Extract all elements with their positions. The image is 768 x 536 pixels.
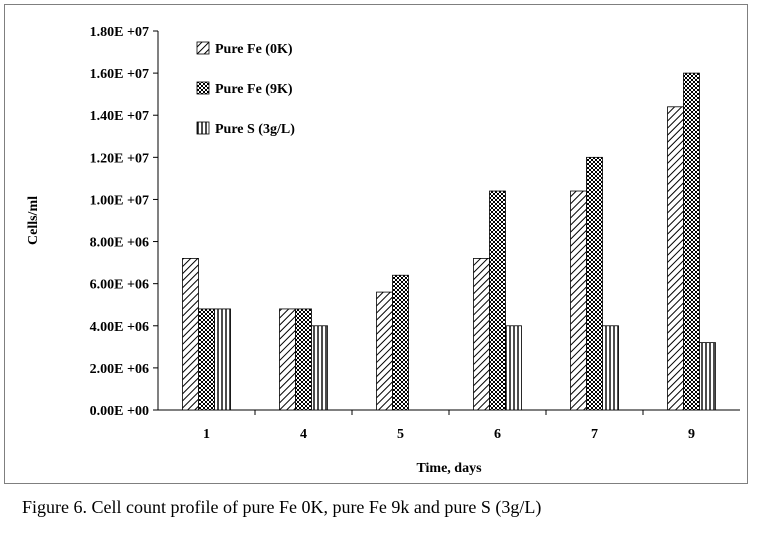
bar-checker-6 bbox=[489, 190, 506, 411]
bar-checker-5 bbox=[392, 274, 409, 411]
legend-label: Pure Fe (0K) bbox=[215, 42, 293, 57]
y-tick-label: 1.00E +07 bbox=[90, 193, 149, 208]
y-tick-label: 4.00E +06 bbox=[90, 320, 149, 335]
x-tick-label: 5 bbox=[397, 427, 404, 442]
x-axis-title: Time, days bbox=[416, 461, 482, 476]
figure-caption: Figure 6. Cell count profile of pure Fe … bbox=[22, 497, 542, 517]
y-tick-label: 0.00E +00 bbox=[90, 404, 149, 419]
y-tick-label: 1.20E +07 bbox=[90, 151, 149, 166]
bar-vertical-6 bbox=[505, 325, 522, 411]
legend-swatch-vertical bbox=[196, 121, 210, 135]
bar-checker-9 bbox=[683, 72, 700, 411]
y-tick-label: 6.00E +06 bbox=[90, 278, 149, 293]
legend-swatch-checker bbox=[196, 81, 210, 95]
x-tick-label: 7 bbox=[591, 427, 598, 442]
bar-chart: 0.00E +00 2.00E +06 4.00E +06 6.00E +06 8.00… bbox=[26, 25, 740, 476]
bars bbox=[182, 72, 716, 411]
bar-diagonal-9 bbox=[667, 106, 684, 411]
x-tick-label: 9 bbox=[688, 427, 695, 442]
legend: Pure Fe (0K) Pure Fe (9K) Pure S (3g/L) bbox=[196, 41, 295, 137]
y-axis-title: Cells/ml bbox=[26, 196, 41, 245]
x-tick-label: 1 bbox=[203, 427, 210, 442]
y-tick-label: 8.00E +06 bbox=[90, 236, 149, 251]
bar-vertical-7 bbox=[602, 325, 619, 411]
bar-diagonal-1 bbox=[182, 257, 199, 411]
axes: 0.00E +00 2.00E +06 4.00E +06 6.00E +06 8.00… bbox=[26, 25, 740, 476]
x-tick-label: 4 bbox=[300, 427, 307, 442]
chart-frame: 0.00E +00 2.00E +06 4.00E +06 6.00E +06 8.00… bbox=[4, 4, 748, 484]
legend-label: Pure S (3g/L) bbox=[215, 122, 295, 137]
bar-diagonal-4 bbox=[279, 308, 296, 411]
bar-checker-7 bbox=[586, 156, 603, 411]
bar-checker-1 bbox=[198, 308, 215, 411]
bar-checker-4 bbox=[295, 308, 312, 411]
bar-diagonal-6 bbox=[473, 257, 490, 411]
bar-vertical-9 bbox=[699, 342, 716, 411]
legend-swatch-diagonal bbox=[196, 41, 210, 55]
y-tick-label: 1.60E +07 bbox=[90, 67, 149, 82]
bar-diagonal-7 bbox=[570, 190, 587, 411]
y-tick-label: 1.80E +07 bbox=[90, 25, 149, 40]
y-tick-label: 1.40E +07 bbox=[90, 109, 149, 124]
bar-diagonal-5 bbox=[376, 291, 393, 411]
x-tick-label: 6 bbox=[494, 427, 501, 442]
bar-vertical-4 bbox=[311, 325, 328, 411]
bar-vertical-1 bbox=[214, 308, 231, 411]
legend-label: Pure Fe (9K) bbox=[215, 82, 293, 97]
y-tick-label: 2.00E +06 bbox=[90, 362, 149, 377]
